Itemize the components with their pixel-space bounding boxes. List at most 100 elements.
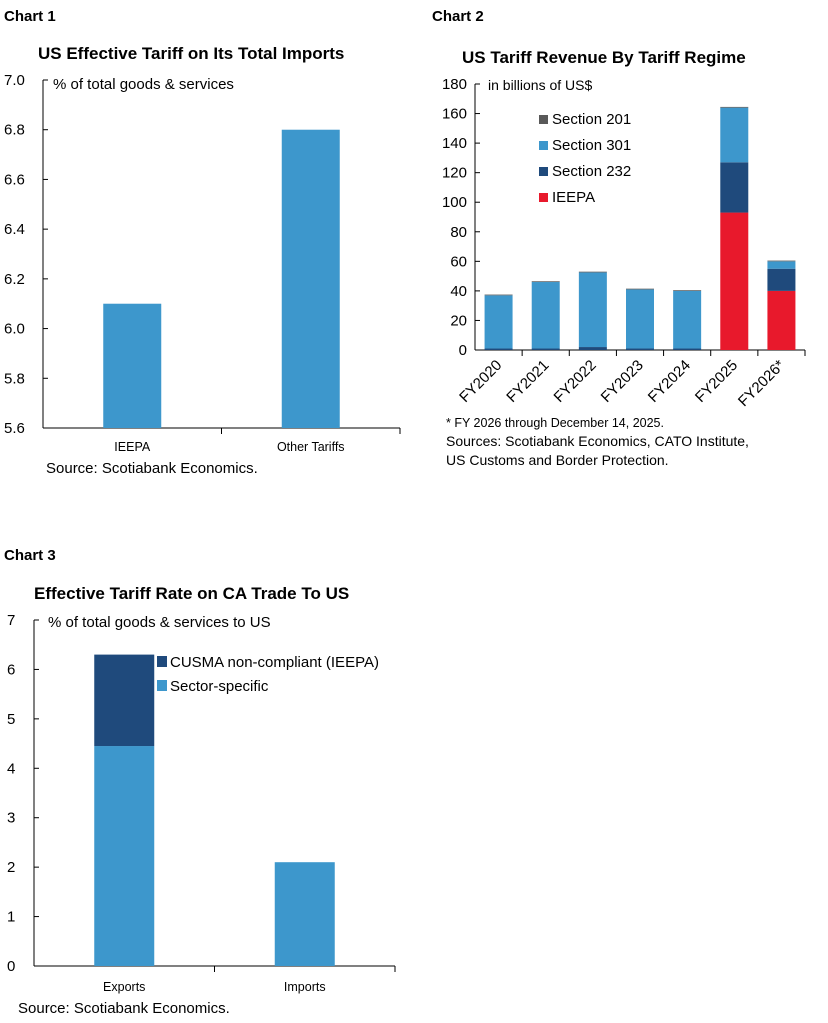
chart-2-y-tick-label: 140 [442, 135, 467, 152]
chart-2-legend-swatch-section-232 [539, 167, 548, 176]
chart-2-bar-fy2026-section-232 [767, 268, 796, 291]
chart-2-legend-label-ieepa: IEEPA [552, 189, 595, 206]
chart-3-y-tick-label: 2 [7, 859, 15, 876]
chart-1-y-tick-label: 6.6 [4, 171, 25, 188]
chart-2-x-tick-label: FY2022 [551, 357, 600, 406]
chart-3-legend: CUSMA non-compliant (IEEPA) Sector-specif… [157, 654, 379, 695]
chart-2-legend-swatch-ieepa [539, 193, 548, 202]
chart-2-bar-fy2023-section-201 [626, 288, 654, 290]
chart-1-y-tick-label: 6.8 [4, 122, 25, 139]
chart-3-x-tick-label: Exports [103, 980, 145, 994]
chart-1-bar-ieepa [103, 303, 162, 428]
chart-2-y-tick-label: 180 [442, 76, 467, 93]
chart-1-y-tick-label: 6.0 [4, 321, 25, 338]
chart-2-legend-label-section-232: Section 232 [552, 163, 631, 180]
chart-3-y-tick-label: 5 [7, 711, 15, 728]
chart-2-y-tick-label: 20 [450, 312, 467, 329]
chart-2-legend-label-section-201: Section 201 [552, 111, 631, 128]
chart-1-y-tick-label: 5.6 [4, 420, 25, 437]
chart-1-axes: 5.6 5.8 6.0 6.2 6.4 6.6 6.8 7.0 IEEPA Other Tarif… [4, 72, 401, 454]
chart-2-y-tick-label: 120 [442, 165, 467, 182]
chart-3-legend-swatch-sector-specific [157, 680, 167, 691]
chart-2-x-tick-label: FY2023 [598, 357, 647, 406]
chart-2-legend: Section 201 Section 301 Section 232 IEEPA [539, 111, 631, 206]
chart-2-source-line-2: US Customs and Border Protection. [446, 452, 669, 468]
chart-2-x-tick-label: FY2021 [503, 357, 552, 406]
chart-3-bar-exports-sector-specific [94, 746, 155, 966]
chart-2-bar-fy2023-section-232 [626, 348, 654, 350]
chart-2-ylabel: in billions of US$ [488, 77, 592, 93]
chart-3-y-tick-label: 7 [7, 612, 15, 629]
chart-2-x-tick-label: FY2026* [735, 357, 788, 410]
chart-2-bar-fy2024-section-301 [673, 290, 702, 349]
chart-1-bar-other-tariffs [281, 129, 340, 428]
chart-1-y-tick-label: 5.8 [4, 370, 25, 387]
chart-2-bar-fy2022-section-232 [578, 347, 607, 350]
chart-3-bar-exports-cusma-non-compliant-ieepa [94, 654, 155, 747]
chart-2-x-tick-label: FY2024 [645, 357, 694, 406]
chart-1-ylabel: % of total goods & services [53, 76, 234, 93]
chart-1-y-tick-label: 7.0 [4, 72, 25, 89]
chart-2-x-tick-label: FY2025 [692, 357, 741, 406]
chart-3-y-tick-label: 3 [7, 810, 15, 827]
chart-2-bar-fy2021-section-201 [531, 281, 560, 283]
chart-2-y-tick-label: 80 [450, 224, 467, 241]
chart-2-bar-fy2025-section-301 [720, 107, 749, 163]
chart-2-y-tick-label: 160 [442, 106, 467, 123]
chart-2-y-tick-label: 0 [459, 342, 467, 359]
chart-2-bar-fy2026-section-301 [767, 261, 796, 269]
chart-3: Chart 3 Effective Tariff Rate on CA Trad… [4, 547, 396, 1017]
chart-3-label: Chart 3 [4, 547, 56, 564]
chart-2-bars [484, 106, 796, 350]
chart-3-y-tick-label: 4 [7, 760, 15, 777]
chart-1: Chart 1 US Effective Tariff on Its Total… [4, 8, 401, 477]
chart-3-bar-imports-sector-specific [274, 862, 335, 966]
chart-2-bar-fy2024-section-232 [673, 348, 702, 350]
chart-1-label: Chart 1 [4, 8, 56, 25]
chart-2-bar-fy2026-ieepa [767, 290, 796, 350]
chart-2-bar-fy2022-section-201 [578, 271, 607, 273]
chart-3-legend-swatch-cusma-non-compliant-ieepa [157, 656, 167, 667]
chart-2-bar-fy2022-section-301 [578, 272, 607, 348]
chart-2-legend-swatch-section-201 [539, 115, 548, 124]
chart-2-source-line-1: Sources: Scotiabank Economics, CATO Inst… [446, 433, 749, 449]
chart-3-y-tick-label: 1 [7, 909, 15, 926]
chart-2-bar-fy2023-section-301 [626, 289, 654, 349]
chart-3-bars [94, 654, 335, 966]
chart-3-y-tick-label: 6 [7, 661, 15, 678]
chart-2-bar-fy2025-section-232 [720, 162, 749, 213]
chart-2-note: * FY 2026 through December 14, 2025. [446, 416, 664, 430]
chart-1-bars [103, 129, 340, 428]
chart-3-x-tick-label: Imports [284, 980, 326, 994]
chart-3-legend-label-cusma-non-compliant-ieepa: CUSMA non-compliant (IEEPA) [170, 654, 379, 671]
chart-3-y-tick-label: 0 [7, 958, 15, 975]
chart-3-legend-label-sector-specific: Sector-specific [170, 678, 269, 695]
chart-2-bar-fy2025-section-201 [720, 106, 749, 108]
chart-2: Chart 2 US Tariff Revenue By Tariff Regi… [432, 8, 806, 468]
chart-2-bar-fy2020-section-201 [484, 294, 513, 296]
chart-2-title: US Tariff Revenue By Tariff Regime [462, 48, 746, 67]
chart-2-y-tick-label: 100 [442, 194, 467, 211]
chart-1-y-tick-label: 6.4 [4, 221, 25, 238]
chart-3-axes: 0 1 2 3 4 5 6 7 Exports Imports [7, 612, 396, 994]
chart-2-bar-fy2025-ieepa [720, 212, 749, 350]
chart-1-x-tick-label: IEEPA [114, 440, 151, 454]
chart-2-legend-swatch-section-301 [539, 141, 548, 150]
chart-2-y-tick-label: 60 [450, 253, 467, 270]
chart-2-bar-fy2021-section-232 [531, 348, 560, 350]
chart-3-title: Effective Tariff Rate on CA Trade To US [34, 584, 349, 603]
chart-2-label: Chart 2 [432, 8, 484, 25]
chart-1-y-tick-label: 6.2 [4, 271, 25, 288]
chart-2-bar-fy2020-section-301 [484, 295, 513, 349]
chart-1-source: Source: Scotiabank Economics. [46, 460, 258, 477]
chart-2-bar-fy2020-section-232 [484, 348, 513, 350]
chart-3-source: Source: Scotiabank Economics. [18, 1000, 230, 1017]
chart-2-bar-fy2026-section-201 [767, 260, 796, 262]
chart-2-y-tick-label: 40 [450, 283, 467, 300]
chart-2-legend-label-section-301: Section 301 [552, 137, 631, 154]
chart-3-ylabel: % of total goods & services to US [48, 614, 271, 631]
chart-1-title: US Effective Tariff on Its Total Imports [38, 44, 344, 63]
chart-2-bar-fy2021-section-301 [531, 282, 560, 349]
chart-2-x-tick-label: FY2020 [456, 357, 505, 406]
